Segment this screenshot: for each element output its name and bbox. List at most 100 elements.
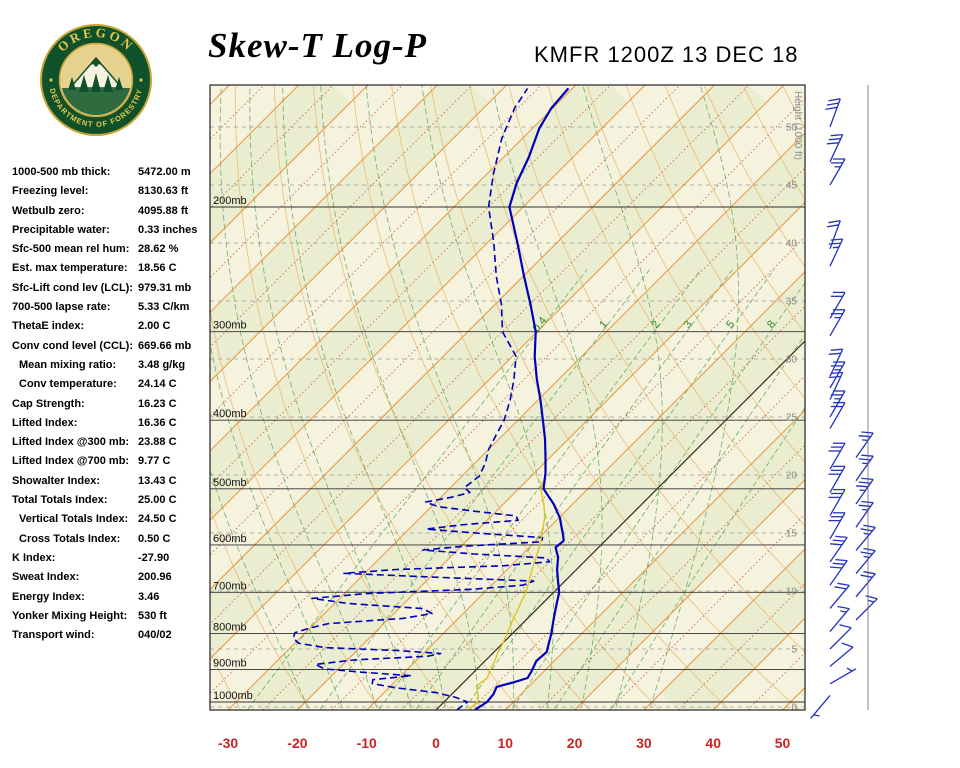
- index-label: Vertical Totals Index:: [19, 513, 129, 526]
- wind-barb: [829, 535, 848, 563]
- index-label: K Index:: [12, 551, 56, 564]
- svg-text:500mb: 500mb: [213, 477, 247, 489]
- svg-text:10: 10: [498, 735, 514, 751]
- height-labels: 0 5 10 15 20 25 30 35 40 45 50: [786, 123, 798, 714]
- svg-text:45: 45: [786, 181, 798, 192]
- index-row: ThetaE index: 2.00 C: [12, 320, 212, 339]
- index-label: Energy Index:: [12, 590, 85, 603]
- svg-text:800mb: 800mb: [213, 621, 247, 633]
- index-value: 24.14 C: [138, 378, 177, 391]
- svg-text:-20: -20: [287, 735, 307, 751]
- index-row: Lifted Index: 16.36 C: [12, 417, 212, 436]
- index-label: Est. max temperature:: [12, 262, 128, 275]
- svg-text:35: 35: [786, 297, 798, 308]
- wind-barb: [829, 158, 846, 186]
- index-row: 1000-500 mb thick: 5472.00 m: [12, 166, 212, 185]
- wind-barb: [828, 512, 846, 540]
- index-row: Vertical Totals Index: 24.50 C: [12, 513, 212, 532]
- index-label: 700-500 lapse rate:: [12, 301, 111, 314]
- index-value: 16.23 C: [138, 397, 177, 410]
- index-label: Total Totals Index:: [12, 494, 108, 507]
- index-row: Lifted Index @300 mb: 23.88 C: [12, 436, 212, 455]
- svg-text:600mb: 600mb: [213, 533, 247, 545]
- svg-text:25: 25: [786, 413, 798, 424]
- wind-barb: [828, 238, 844, 267]
- index-label: Lifted Index @300 mb:: [12, 436, 130, 449]
- index-label: Conv temperature:: [19, 378, 117, 391]
- wind-barb: [855, 431, 874, 458]
- pressure-labels: 200mb 300mb 400mb 500mb 600mb 700mb 800mb 900mb…: [213, 195, 253, 702]
- index-row: Conv temperature: 24.14 C: [12, 378, 212, 397]
- index-label: Cap Strength:: [12, 397, 85, 410]
- index-value: 18.56 C: [138, 262, 177, 275]
- index-label: Showalter Index:: [12, 474, 101, 487]
- zero-isotherm: [435, 340, 805, 710]
- index-row: Cross Totals Index: 0.50 C: [12, 533, 212, 552]
- index-value: 040/02: [138, 629, 172, 642]
- tree-icon: [103, 75, 113, 92]
- wind-barb: [826, 133, 844, 163]
- svg-text:50: 50: [786, 123, 798, 134]
- tree-icon: [115, 77, 123, 90]
- svg-text:20: 20: [567, 735, 583, 751]
- plot-background: [210, 85, 805, 710]
- svg-text:30: 30: [786, 355, 798, 366]
- index-row: Freezing level: 8130.63 ft: [12, 185, 212, 204]
- wind-barb: [829, 667, 857, 685]
- index-value: 2.00 C: [138, 320, 171, 333]
- isotherms-minor: [210, 85, 805, 710]
- wind-barb: [855, 454, 874, 482]
- index-value: 0.50 C: [138, 532, 171, 545]
- station-datetime: KMFR 1200Z 13 DEC 18: [534, 42, 799, 67]
- wind-barb: [828, 465, 846, 493]
- svg-text:200mb: 200mb: [213, 195, 247, 207]
- index-row: Showalter Index: 13.43 C: [12, 475, 212, 494]
- index-value: 5472.00 m: [138, 166, 191, 178]
- index-value: 979.31 mb: [138, 281, 192, 294]
- temperature-axis-labels: -30 -20 -10 0 10 20 30 40 50: [218, 735, 791, 751]
- wind-barb: [855, 500, 874, 528]
- sounding-traces: [292, 87, 570, 710]
- svg-text:0: 0: [432, 735, 440, 751]
- index-row: Energy Index: 3.46: [12, 591, 212, 610]
- svg-text:40: 40: [705, 735, 721, 751]
- index-value: 25.00 C: [138, 494, 177, 507]
- index-value: 0.33 inches: [138, 223, 198, 236]
- svg-text:900mb: 900mb: [213, 658, 247, 670]
- wetbulb-trace: [467, 481, 546, 710]
- index-row: K Index: -27.90: [12, 552, 212, 571]
- index-row: Conv cond level (CCL): 669.66 mb: [12, 340, 212, 359]
- index-row: Lifted Index @700 mb: 9.77 C: [12, 455, 212, 474]
- indices-panel: 1000-500 mb thick: 5472.00 m Freezing leve…: [12, 166, 212, 648]
- wind-barb: [829, 558, 848, 586]
- svg-text:700mb: 700mb: [213, 580, 247, 592]
- wind-barb: [829, 401, 846, 429]
- index-row: Wetbulb zero: 4095.88 ft: [12, 205, 212, 224]
- svg-text:30: 30: [636, 735, 652, 751]
- svg-text:50: 50: [775, 735, 791, 751]
- index-label: Mean mixing ratio:: [19, 358, 117, 371]
- index-label: Lifted Index:: [12, 416, 78, 429]
- index-label: Precipitable water:: [12, 223, 110, 236]
- logo-dot-right: [139, 78, 143, 82]
- wind-barb: [855, 595, 878, 621]
- index-label: Lifted Index @700 mb:: [12, 455, 130, 468]
- index-value: 4095.88 ft: [138, 204, 189, 217]
- svg-text:-10: -10: [357, 735, 377, 751]
- index-value: 24.50 C: [138, 513, 177, 526]
- wind-barb: [810, 694, 831, 719]
- index-label: Transport wind:: [12, 629, 95, 642]
- index-label: Conv cond level (CCL):: [12, 339, 134, 352]
- index-value: 200.96: [138, 571, 172, 584]
- pressure-lines: [210, 206, 805, 703]
- odf-logo: OREGON DEPARTMENT OF FORESTRY: [40, 24, 152, 136]
- index-value: 530 ft: [138, 609, 167, 622]
- index-row: Yonker Mixing Height: 530 ft: [12, 610, 212, 629]
- wind-barb: [829, 582, 850, 609]
- temperature-trace: [474, 87, 570, 710]
- index-row: Sweat Index: 200.96: [12, 571, 212, 590]
- moist-adiabats: [210, 85, 739, 710]
- index-label: Sweat Index:: [12, 571, 80, 584]
- wind-barb: [829, 309, 846, 337]
- tree-icon: [79, 75, 89, 92]
